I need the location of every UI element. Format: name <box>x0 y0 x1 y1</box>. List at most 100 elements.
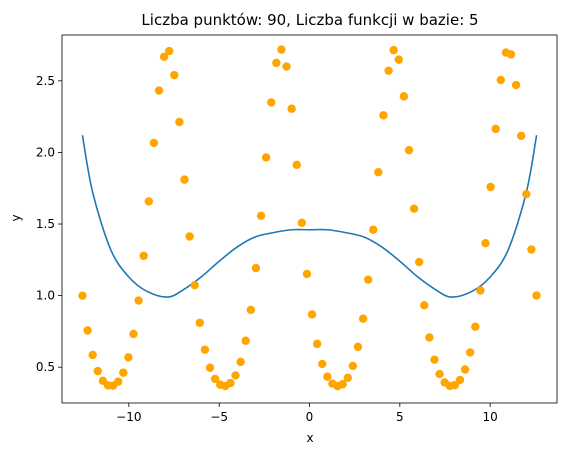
data-point <box>527 245 536 254</box>
data-point <box>83 326 92 335</box>
chart-title: Liczba punktów: 90, Liczba funkcji w baz… <box>141 11 478 29</box>
data-point <box>272 58 281 68</box>
data-point <box>185 232 194 241</box>
data-point <box>389 45 398 55</box>
data-point <box>165 46 174 56</box>
data-point <box>318 359 327 369</box>
data-point <box>369 225 378 234</box>
y-tick-label: 2.5 <box>36 74 55 88</box>
x-axis: −10 −5 0 5 10 <box>116 403 498 424</box>
data-point <box>78 291 87 300</box>
data-point <box>124 353 133 362</box>
data-point <box>307 310 317 319</box>
data-point <box>455 375 465 385</box>
axes-frame <box>61 34 558 404</box>
data-point <box>195 318 205 327</box>
data-point <box>129 329 138 339</box>
data-point <box>312 339 322 349</box>
data-point <box>88 350 97 360</box>
data-point <box>139 251 148 261</box>
data-point <box>256 211 266 220</box>
data-point <box>175 117 184 127</box>
data-point <box>353 342 363 352</box>
data-point <box>180 175 189 184</box>
y-tick-label: 0.5 <box>36 360 55 374</box>
data-point <box>144 197 154 206</box>
data-point <box>226 378 235 388</box>
data-point <box>210 374 220 384</box>
data-point <box>460 365 470 374</box>
data-point <box>471 322 480 331</box>
x-tick-label: 0 <box>306 410 314 424</box>
points-layer <box>78 45 541 391</box>
data-point <box>379 111 388 120</box>
y-tick-label: 1.0 <box>36 289 55 303</box>
data-point <box>496 75 506 85</box>
data-point <box>277 45 286 54</box>
data-point <box>486 182 495 192</box>
x-tick-label: 10 <box>483 410 498 424</box>
data-point <box>200 345 210 354</box>
data-point <box>159 52 169 61</box>
data-point <box>384 66 393 75</box>
y-axis: 0.5 1.0 1.5 2.0 2.5 <box>36 74 62 374</box>
data-point <box>287 104 296 113</box>
data-point <box>205 363 215 372</box>
plot-area <box>61 34 558 404</box>
data-point <box>323 372 332 381</box>
data-point <box>190 280 199 290</box>
data-point <box>246 305 256 315</box>
y-tick-label: 2.0 <box>36 145 55 159</box>
data-point <box>409 204 419 213</box>
data-point <box>261 153 271 162</box>
data-point <box>113 377 123 386</box>
data-point <box>93 366 102 376</box>
data-point <box>481 238 490 248</box>
data-point <box>149 138 159 148</box>
x-axis-label: x <box>306 431 313 445</box>
data-point <box>363 275 373 284</box>
data-point <box>476 286 485 295</box>
data-point <box>134 296 143 305</box>
data-point <box>241 336 250 345</box>
line-layer <box>81 135 538 298</box>
data-point <box>302 269 312 279</box>
data-point <box>236 357 245 367</box>
data-point <box>532 291 541 300</box>
data-point <box>343 373 352 383</box>
data-point <box>292 160 301 170</box>
data-point <box>465 348 475 357</box>
data-point <box>267 98 276 107</box>
x-tick-label: −10 <box>116 410 141 424</box>
data-point <box>425 333 434 342</box>
data-point <box>522 189 531 199</box>
data-point <box>435 369 444 379</box>
data-point <box>119 368 128 377</box>
data-point <box>251 263 261 273</box>
data-point <box>430 355 439 364</box>
data-point <box>399 92 409 101</box>
x-tick-label: −5 <box>210 410 228 424</box>
data-point <box>358 314 368 323</box>
data-point <box>282 62 291 71</box>
data-point <box>231 371 240 380</box>
data-point <box>420 301 429 310</box>
data-point <box>374 168 383 177</box>
x-tick-label: 5 <box>396 410 404 424</box>
data-point <box>450 380 460 390</box>
data-point <box>154 86 164 95</box>
approximation-line <box>81 135 538 298</box>
data-point <box>491 124 500 134</box>
y-axis-label: y <box>9 214 23 221</box>
data-point <box>506 50 516 59</box>
data-point <box>297 218 307 228</box>
data-point <box>348 361 358 371</box>
data-point <box>394 55 403 64</box>
data-point <box>414 257 424 267</box>
y-tick-label: 1.5 <box>36 217 55 231</box>
data-point <box>511 80 521 90</box>
data-point <box>517 131 526 140</box>
data-point <box>170 70 179 80</box>
data-point <box>404 145 414 155</box>
